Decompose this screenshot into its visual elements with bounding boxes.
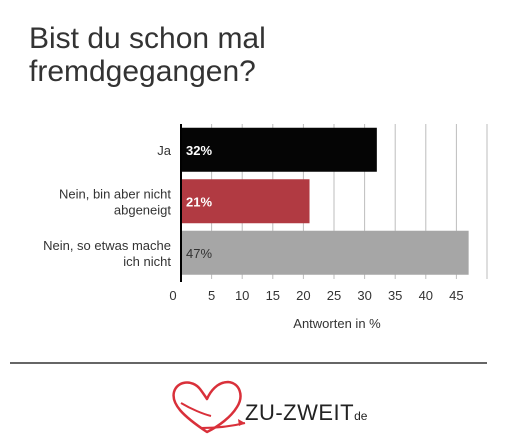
x-tick-label: 0 bbox=[169, 288, 176, 303]
bar-value-label: 32% bbox=[186, 143, 212, 158]
x-axis-label: Antworten in % bbox=[293, 316, 381, 331]
chart-title: Bist du schon mal fremdgegangen? bbox=[29, 22, 499, 88]
x-tick-label: 30 bbox=[357, 288, 371, 303]
x-tick-label: 35 bbox=[388, 288, 402, 303]
category-label: Nein, bin aber nicht bbox=[59, 186, 171, 201]
x-tick-label: 25 bbox=[327, 288, 341, 303]
heart-arrow-icon bbox=[172, 380, 246, 434]
x-tick-label: 10 bbox=[235, 288, 249, 303]
category-label: Nein, so etwas mache bbox=[43, 238, 171, 253]
bar-value-label: 21% bbox=[186, 194, 212, 209]
bar bbox=[181, 230, 469, 275]
bar-value-label: 47% bbox=[186, 246, 212, 261]
x-tick-label: 5 bbox=[208, 288, 215, 303]
x-tick-label: 45 bbox=[449, 288, 463, 303]
logo-text: ZU-ZWEITde bbox=[245, 400, 367, 426]
x-tick-label: 15 bbox=[266, 288, 280, 303]
chart-title-line-2: fremdgegangen? bbox=[29, 55, 256, 88]
bar bbox=[181, 179, 310, 224]
category-label: ich nicht bbox=[123, 254, 171, 269]
divider bbox=[10, 362, 487, 364]
x-tick-label: 40 bbox=[419, 288, 433, 303]
category-label: Ja bbox=[157, 143, 172, 158]
logo: ZU-ZWEITde bbox=[167, 376, 387, 438]
logo-text-suffix: de bbox=[354, 409, 368, 423]
logo-text-main: ZU-ZWEIT bbox=[245, 400, 355, 425]
x-tick-label: 20 bbox=[296, 288, 310, 303]
category-label: abgeneigt bbox=[114, 202, 171, 217]
chart-title-line-1: Bist du schon mal bbox=[29, 22, 266, 55]
bar bbox=[181, 127, 377, 172]
